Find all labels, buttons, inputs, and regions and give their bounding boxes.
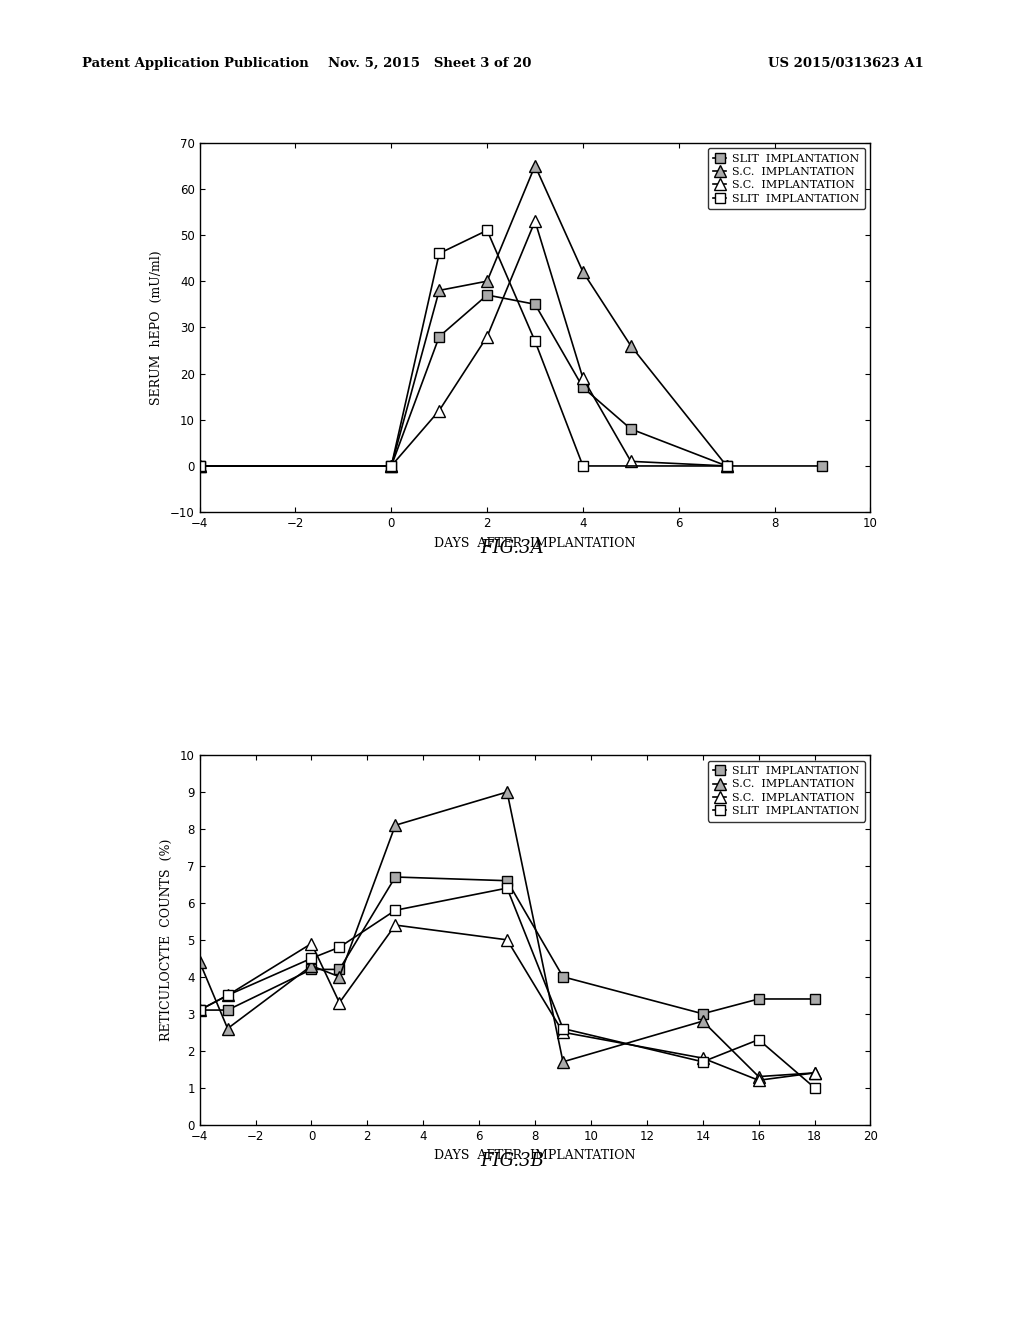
Y-axis label: SERUM  hEPO  (mU/ml): SERUM hEPO (mU/ml) — [151, 249, 163, 405]
Text: US 2015/0313623 A1: US 2015/0313623 A1 — [768, 57, 924, 70]
Legend: SLIT  IMPLANTATION, S.C.  IMPLANTATION, S.C.  IMPLANTATION, SLIT  IMPLANTATION: SLIT IMPLANTATION, S.C. IMPLANTATION, S.… — [708, 760, 865, 822]
X-axis label: DAYS  AFTER  IMPLANTATION: DAYS AFTER IMPLANTATION — [434, 537, 636, 550]
Text: Nov. 5, 2015   Sheet 3 of 20: Nov. 5, 2015 Sheet 3 of 20 — [329, 57, 531, 70]
Y-axis label: RETICULOCYTE  COUNTS  (%): RETICULOCYTE COUNTS (%) — [160, 838, 173, 1041]
Text: FIG.3B: FIG.3B — [480, 1152, 544, 1171]
Legend: SLIT  IMPLANTATION, S.C.  IMPLANTATION, S.C.  IMPLANTATION, SLIT  IMPLANTATION: SLIT IMPLANTATION, S.C. IMPLANTATION, S.… — [708, 148, 865, 210]
X-axis label: DAYS  AFTER  IMPLANTATION: DAYS AFTER IMPLANTATION — [434, 1150, 636, 1163]
Text: Patent Application Publication: Patent Application Publication — [82, 57, 308, 70]
Text: FIG.3A: FIG.3A — [480, 539, 544, 557]
